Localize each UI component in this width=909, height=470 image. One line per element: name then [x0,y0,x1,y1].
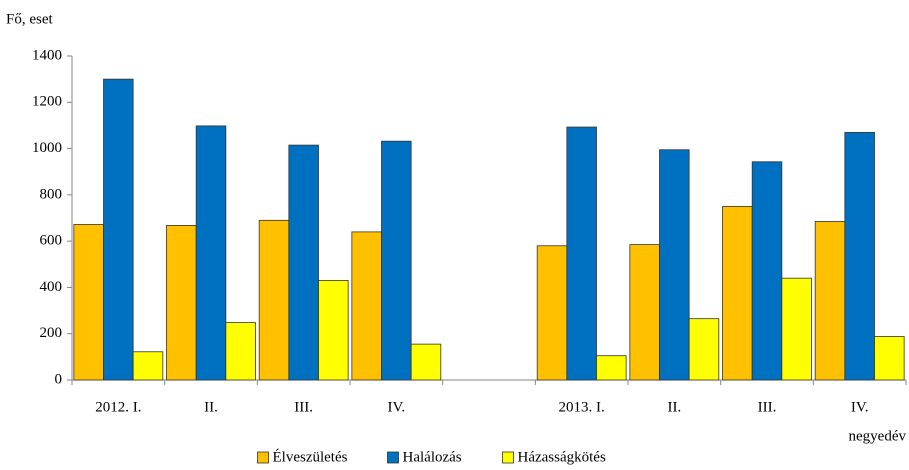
bar [629,244,660,381]
x-tick-label: II. [667,399,681,415]
bar [688,318,720,381]
bar [781,277,812,381]
bar [536,245,568,381]
bar [258,219,290,381]
bar [288,144,319,381]
bar [381,140,412,381]
legend-swatch [502,451,514,464]
bar [659,149,690,381]
bar [132,351,164,381]
legend-label: Házasságkötés [518,449,606,465]
y-tick-label: 400 [40,279,63,295]
bar [566,126,597,381]
y-axis-label: Fő, eset [6,11,53,27]
bar [195,125,227,381]
x-tick-label: 2012. I. [95,399,141,415]
bar [814,221,846,381]
x-tick-label: 2013. I. [559,399,605,415]
legend-swatch [257,451,269,464]
bar [410,343,442,381]
bar [722,206,753,381]
x-tick-label: II. [204,399,218,415]
x-tick-label: IV. [388,399,406,415]
bar [844,131,875,381]
bar [874,336,905,381]
bar [596,355,627,381]
legend-label: Halálozás [403,449,462,465]
bar [318,280,349,381]
bar [225,322,256,381]
bar [166,225,197,381]
x-tick-label: III. [758,399,777,415]
y-tick-label: 1200 [32,94,62,110]
bar [351,231,382,381]
bar [751,161,783,381]
x-tick-label: III. [294,399,313,415]
legend-swatch [387,451,399,464]
bar [73,224,104,381]
y-tick-label: 0 [55,371,63,387]
x-axis-label: negyedév [849,428,907,444]
y-tick-label: 800 [40,186,63,202]
y-tick-label: 1000 [32,140,62,156]
y-tick-label: 200 [40,325,63,341]
bar [103,78,134,381]
legend-label: Élveszületés [273,448,348,465]
x-tick-label: IV. [851,399,869,415]
y-tick-label: 1400 [32,47,62,63]
y-tick-label: 600 [40,233,63,249]
